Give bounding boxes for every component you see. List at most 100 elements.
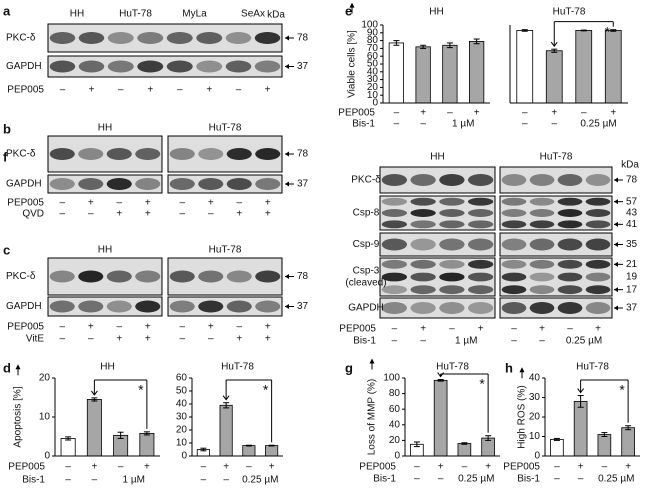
size-marker: 78 — [626, 175, 638, 186]
blot-band — [135, 148, 161, 160]
condition-label: – — [392, 336, 398, 347]
condition-label: – — [539, 336, 545, 347]
panel-letter: b — [3, 121, 11, 136]
condition-name: PEP005 — [7, 322, 44, 333]
row-label: GAPDH — [6, 301, 42, 312]
blot-band — [585, 272, 611, 282]
condition-label: – — [59, 334, 65, 345]
blot-band — [529, 285, 555, 295]
condition-label: – — [59, 322, 65, 333]
condition-label: 1 µM — [452, 119, 474, 130]
bar — [86, 399, 102, 457]
condition-label: – — [462, 462, 468, 473]
marker-arrow-head — [614, 177, 618, 183]
condition-label: + — [265, 209, 271, 220]
blot-band — [585, 285, 611, 295]
marker-arrow-head — [614, 305, 618, 311]
blot-band — [78, 270, 104, 283]
blot-band — [196, 60, 223, 73]
condition-label: + — [578, 462, 584, 473]
blot-band — [78, 32, 105, 44]
blot-band — [529, 209, 555, 217]
marker-arrow-head — [285, 181, 289, 187]
error-bar — [117, 431, 124, 439]
condition-label: + — [116, 334, 122, 345]
condition-name: QVD — [22, 209, 44, 220]
condition-label: + — [265, 322, 271, 333]
kda-label: kDa — [267, 10, 285, 21]
chart-title: HuT-78 — [553, 7, 586, 18]
bar — [597, 434, 612, 457]
error-bar — [461, 442, 468, 445]
condition-label: – — [602, 462, 608, 473]
size-marker: 37 — [297, 301, 309, 312]
blot-band — [439, 272, 465, 282]
condition-label: + — [265, 334, 271, 345]
condition-label: – — [392, 324, 398, 335]
blot-band — [501, 302, 527, 314]
condition-label: – — [236, 198, 242, 209]
condition-label: – — [118, 85, 124, 96]
condition-label: + — [91, 462, 97, 473]
group-label: HH — [98, 123, 112, 134]
condition-label: 0.25 µM — [580, 119, 616, 130]
blot-band — [169, 270, 195, 283]
row-label: Csp-8 — [353, 208, 380, 219]
condition-label: – — [438, 474, 444, 485]
condition-label: – — [118, 462, 124, 473]
y-label-arrow-head — [369, 358, 375, 364]
y-tick-label: 30 — [176, 412, 188, 423]
blot-band — [198, 148, 224, 160]
blot-band — [467, 174, 494, 186]
blot-band — [467, 209, 494, 217]
condition-name: Bis-1 — [22, 475, 45, 486]
error-bar — [268, 444, 275, 447]
size-marker: 37 — [297, 61, 309, 72]
size-marker: 41 — [626, 219, 638, 230]
condition-label: – — [447, 108, 453, 119]
blot-band — [501, 238, 527, 251]
blot-band — [557, 259, 583, 269]
blot-band — [585, 209, 611, 217]
blot-box — [499, 166, 613, 194]
blot-band — [585, 174, 611, 186]
y-axis-label: Viable cells [%] — [347, 30, 358, 98]
condition-label: – — [578, 474, 584, 485]
group-label: HuT-78 — [119, 9, 152, 20]
blot-band — [381, 259, 408, 269]
y-tick-label: 10 — [367, 90, 379, 101]
blot-band — [166, 60, 193, 73]
y-label-arrow-head — [519, 367, 525, 373]
condition-name: Bis-1 — [352, 119, 375, 130]
condition-label: – — [88, 209, 94, 220]
y-tick-label: 80 — [389, 388, 401, 399]
blot-band — [410, 238, 436, 251]
condition-label: + — [539, 324, 545, 335]
size-marker: 35 — [626, 239, 638, 250]
condition-label: – — [511, 336, 517, 347]
blot-band — [381, 220, 408, 229]
condition-label: – — [414, 462, 420, 473]
y-tick-label: 100 — [383, 373, 400, 384]
condition-label: – — [420, 119, 426, 130]
condition-label: + — [438, 462, 444, 473]
blot-band — [410, 197, 436, 206]
blot-box — [47, 296, 163, 317]
blot-band — [467, 285, 494, 295]
size-marker: 19 — [626, 272, 638, 283]
blot-band — [467, 259, 494, 269]
y-tick-label: 100 — [361, 20, 378, 31]
bar — [604, 30, 622, 104]
bar — [621, 427, 635, 457]
bracket-arrow — [437, 372, 445, 378]
condition-label: + — [625, 462, 631, 473]
condition-label: – — [116, 322, 122, 333]
bar — [60, 438, 76, 457]
y-axis-label: High ROS (%) — [517, 385, 528, 448]
condition-label: – — [554, 462, 560, 473]
condition-label: – — [59, 198, 65, 209]
y-tick-label: 0 — [372, 98, 378, 109]
blot-band — [439, 285, 465, 295]
condition-label: + — [265, 198, 271, 209]
error-bar — [473, 38, 480, 45]
